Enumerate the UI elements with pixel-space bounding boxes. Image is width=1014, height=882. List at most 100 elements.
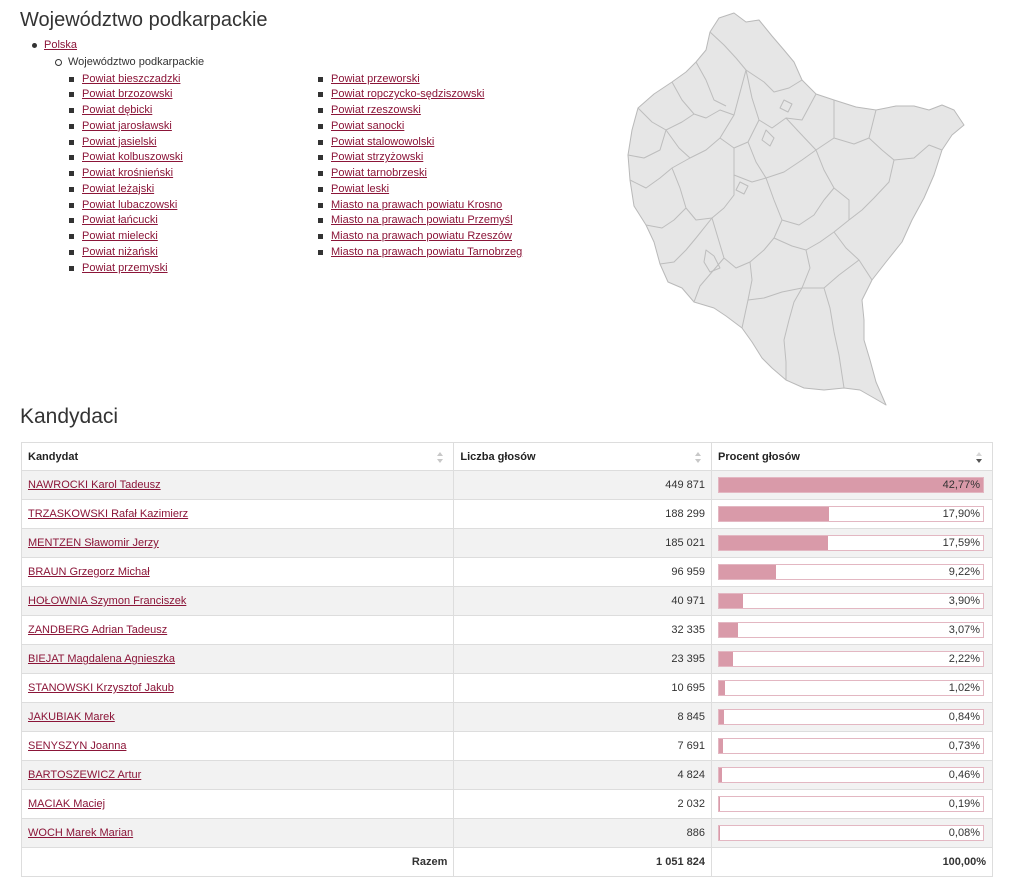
percent-bar: 17,90% xyxy=(717,506,984,522)
percent-bar: 9,22% xyxy=(717,564,984,580)
sort-both-icon[interactable] xyxy=(437,452,444,463)
nav-link-polska[interactable]: Polska xyxy=(44,39,78,51)
candidate-link[interactable]: BRAUN Grzegorz Michał xyxy=(28,566,150,578)
percent-bar-fill xyxy=(718,565,776,579)
candidate-cell: TRZASKOWSKI Rafał Kazimierz xyxy=(20,499,455,529)
votes-cell: 32 335 xyxy=(453,615,712,645)
sort-descending-icon[interactable] xyxy=(976,452,982,463)
candidate-link[interactable]: WOCH Marek Marian xyxy=(28,827,134,839)
candidate-cell: STANOWSKI Krzysztof Jakub xyxy=(20,673,455,703)
page-title: Województwo podkarpackie xyxy=(20,9,268,31)
powiaty-column-2: Powiat przeworski Powiat ropczycko-sędzis… xyxy=(318,72,522,261)
header-votes[interactable]: Liczba głosów xyxy=(453,442,712,471)
powiat-list-item: Powiat sanocki xyxy=(318,119,522,135)
candidate-cell: ZANDBERG Adrian Tadeusz xyxy=(20,615,455,645)
percent-bar-fill xyxy=(718,478,983,492)
powiat-list-item: Powiat niżański xyxy=(69,245,183,261)
candidate-link[interactable]: SENYSZYN Joanna xyxy=(28,740,127,752)
percent-value: 3,90% xyxy=(948,595,980,607)
powiat-link[interactable]: Powiat niżański xyxy=(82,245,158,258)
candidate-link[interactable]: MACIAK Maciej xyxy=(28,798,106,810)
header-votes-label: Liczba głosów xyxy=(460,450,536,463)
powiat-link[interactable]: Powiat lubaczowski xyxy=(82,198,178,211)
powiat-link[interactable]: Powiat kolbuszowski xyxy=(82,151,183,164)
powiat-link[interactable]: Powiat bieszczadzki xyxy=(82,72,181,85)
total-percent: 100,00% xyxy=(710,847,994,877)
percent-cell: 17,59% xyxy=(710,528,994,558)
powiat-list-item: Powiat przemyski xyxy=(69,261,183,277)
percent-bar: 0,19% xyxy=(717,796,984,812)
powiat-link[interactable]: Powiat stalowowolski xyxy=(331,135,435,148)
powiat-link[interactable]: Powiat jarosławski xyxy=(82,119,172,132)
powiat-link[interactable]: Miasto na prawach powiatu Krosno xyxy=(331,198,503,211)
candidates-table: Kandydat Liczba głosów Procent głosów NA… xyxy=(20,442,994,877)
percent-bar-fill xyxy=(718,623,738,637)
nav-item-polska: Polska Województwo podkarpackie Powiat b… xyxy=(30,38,564,274)
header-percent[interactable]: Procent głosów xyxy=(710,442,994,471)
candidate-link[interactable]: BARTOSZEWICZ Artur xyxy=(28,769,142,781)
percent-cell: 17,90% xyxy=(710,499,994,529)
powiat-list-item: Miasto na prawach powiatu Rzeszów xyxy=(318,229,522,245)
votes-cell: 40 971 xyxy=(453,586,712,616)
candidate-cell: SENYSZYN Joanna xyxy=(20,731,455,761)
powiat-list-item: Powiat krośnieński xyxy=(69,166,183,182)
candidate-link[interactable]: NAWROCKI Karol Tadeusz xyxy=(28,479,161,491)
table-row: JAKUBIAK Marek 8 845 0,84% xyxy=(20,702,994,732)
percent-bar: 0,46% xyxy=(717,767,984,783)
table-row: WOCH Marek Marian 886 0,08% xyxy=(20,818,994,848)
percent-bar-fill xyxy=(718,768,722,782)
candidate-link[interactable]: ZANDBERG Adrian Tadeusz xyxy=(28,624,168,636)
powiat-link[interactable]: Powiat jasielski xyxy=(82,135,157,148)
powiat-link[interactable]: Powiat przeworski xyxy=(331,72,420,85)
sort-both-icon[interactable] xyxy=(694,452,701,463)
percent-bar: 2,22% xyxy=(717,651,984,667)
candidate-link[interactable]: JAKUBIAK Marek xyxy=(28,711,115,723)
candidate-link[interactable]: STANOWSKI Krzysztof Jakub xyxy=(28,682,174,694)
powiat-link[interactable]: Miasto na prawach powiatu Tarnobrzeg xyxy=(331,245,523,258)
powiat-link[interactable]: Powiat przemyski xyxy=(82,261,168,274)
candidate-link[interactable]: TRZASKOWSKI Rafał Kazimierz xyxy=(28,508,189,520)
percent-value: 42,77% xyxy=(942,479,980,491)
powiat-list-item: Powiat ropczycko-sędziszowski xyxy=(318,87,522,103)
candidate-link[interactable]: BIEJAT Magdalena Agnieszka xyxy=(28,653,175,665)
percent-cell: 42,77% xyxy=(710,470,994,500)
powiat-link[interactable]: Miasto na prawach powiatu Rzeszów xyxy=(331,230,512,242)
powiat-link[interactable]: Powiat leżajski xyxy=(82,182,155,195)
powiat-link[interactable]: Powiat dębicki xyxy=(82,104,153,116)
powiat-link[interactable]: Miasto na prawach powiatu Przemyśl xyxy=(331,214,513,227)
header-candidate-label: Kandydat xyxy=(28,450,79,463)
powiat-link[interactable]: Powiat ropczycko-sędziszowski xyxy=(331,88,485,101)
powiat-link[interactable]: Powiat leski xyxy=(331,182,390,195)
header-candidate[interactable]: Kandydat xyxy=(20,442,455,471)
percent-bar-fill xyxy=(718,797,721,811)
percent-bar: 0,08% xyxy=(717,825,984,841)
candidate-cell: HOŁOWNIA Szymon Franciszek xyxy=(20,586,455,616)
powiat-link[interactable]: Powiat krośnieński xyxy=(82,167,174,179)
powiat-link[interactable]: Powiat sanocki xyxy=(331,119,405,132)
percent-bar-fill xyxy=(718,652,733,666)
percent-cell: 3,90% xyxy=(710,586,994,616)
percent-value: 0,46% xyxy=(948,769,980,781)
powiaty-column-1: Powiat bieszczadzki Powiat brzozowski Powi… xyxy=(69,72,183,277)
powiat-link[interactable]: Powiat rzeszowski xyxy=(331,104,421,116)
percent-bar-fill xyxy=(718,739,724,753)
powiat-list-item: Powiat kolbuszowski xyxy=(69,150,183,166)
powiat-link[interactable]: Powiat mielecki xyxy=(82,230,158,242)
powiat-link[interactable]: Powiat strzyżowski xyxy=(331,151,424,164)
map-outline[interactable] xyxy=(627,12,965,406)
region-map[interactable] xyxy=(624,10,969,408)
powiat-link[interactable]: Powiat tarnobrzeski xyxy=(331,167,427,179)
powiat-link[interactable]: Powiat brzozowski xyxy=(82,88,173,101)
candidate-cell: BRAUN Grzegorz Michał xyxy=(20,557,455,587)
table-row: BARTOSZEWICZ Artur 4 824 0,46% xyxy=(20,760,994,790)
votes-cell: 449 871 xyxy=(453,470,712,500)
candidate-link[interactable]: MENTZEN Sławomir Jerzy xyxy=(28,537,159,549)
candidate-cell: JAKUBIAK Marek xyxy=(20,702,455,732)
candidate-cell: WOCH Marek Marian xyxy=(20,818,455,848)
candidates-title: Kandydaci xyxy=(20,405,119,428)
votes-cell: 2 032 xyxy=(453,789,712,819)
powiat-link[interactable]: Powiat łańcucki xyxy=(82,214,158,227)
percent-bar-fill xyxy=(718,710,725,724)
percent-cell: 0,84% xyxy=(710,702,994,732)
candidate-link[interactable]: HOŁOWNIA Szymon Franciszek xyxy=(28,595,187,607)
